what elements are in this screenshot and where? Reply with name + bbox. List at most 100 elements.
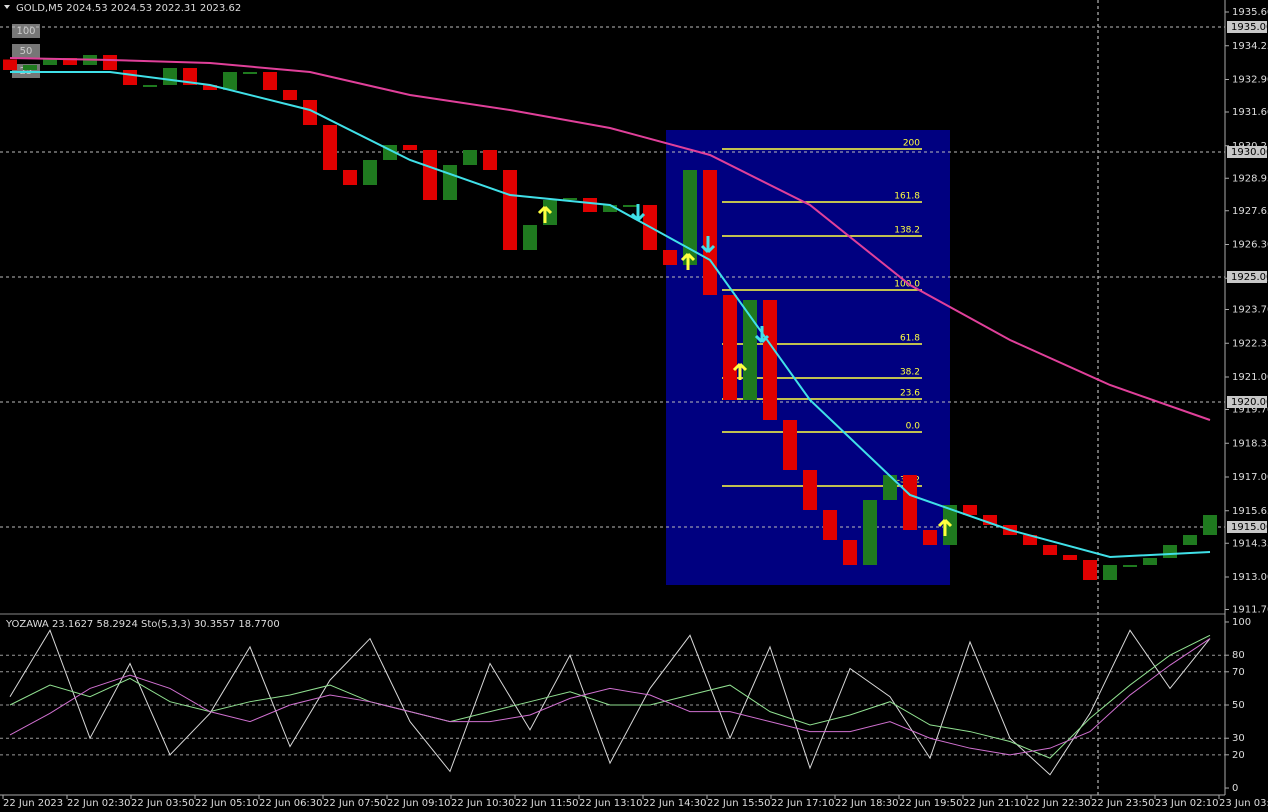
- oscillator-line: [9, 638, 1211, 756]
- fib-label: 138.2: [894, 226, 920, 236]
- level-box: [1227, 396, 1267, 408]
- y-tick-label: 1913.00: [1232, 572, 1268, 583]
- price-bar: [1203, 515, 1217, 535]
- price-bar: [303, 100, 317, 125]
- price-bar: [1183, 535, 1197, 545]
- price-bar: [1043, 545, 1057, 555]
- x-tick-label: 22 Jun 23:50: [1091, 798, 1155, 809]
- buy-arrow: [680, 252, 696, 270]
- y-tick-label: 1918.35: [1232, 438, 1268, 449]
- level-box: [1227, 146, 1267, 158]
- price-bar: [1083, 560, 1097, 580]
- price-bar: [623, 205, 637, 207]
- y-tick-label: 80: [1232, 650, 1245, 661]
- fib-label: 100.0: [894, 280, 920, 290]
- price-bar: [263, 72, 277, 90]
- y-tick-label: 30: [1232, 733, 1245, 744]
- price-bar: [123, 70, 137, 85]
- y-tick-label: 1926.30: [1232, 240, 1268, 251]
- price-bar: [203, 85, 217, 90]
- price-bar: [883, 475, 897, 500]
- price-bar: [503, 170, 517, 250]
- buy-arrow: [937, 518, 953, 536]
- price-bar: [763, 300, 777, 420]
- level-box: [1227, 271, 1267, 283]
- price-bar: [683, 170, 697, 265]
- x-tick-label: 22 Jun 18:30: [835, 798, 899, 809]
- price-bar: [63, 58, 77, 65]
- y-tick-label: 1931.60: [1232, 107, 1268, 118]
- y-tick-label: 1927.65: [1232, 206, 1268, 217]
- x-tick-label: 22 Jun 13:10: [579, 798, 643, 809]
- x-tick-label: 22 Jun 22:30: [1027, 798, 1091, 809]
- level-label: 1915.00: [1231, 522, 1268, 533]
- price-bar: [523, 225, 537, 250]
- price-bar: [463, 150, 477, 165]
- x-tick-label: 22 Jun 14:30: [643, 798, 707, 809]
- price-bar: [963, 505, 977, 515]
- price-bar: [223, 72, 237, 90]
- zoom-button-label[interactable]: 100: [16, 26, 35, 37]
- price-bar: [1063, 555, 1077, 560]
- moving-average: [9, 57, 1211, 421]
- y-tick-label: 1915.65: [1232, 506, 1268, 517]
- y-tick-label: 1935.60: [1232, 7, 1268, 18]
- x-tick-label: 22 Jun 07:50: [323, 798, 387, 809]
- buy-arrow: [537, 205, 553, 223]
- price-bar: [1023, 535, 1037, 545]
- y-tick-label: 1934.25: [1232, 41, 1268, 52]
- x-tick-label: 23 Jun 02:10: [1155, 798, 1219, 809]
- price-bar: [743, 300, 757, 400]
- price-bar: [783, 420, 797, 470]
- y-tick-label: 70: [1232, 667, 1245, 678]
- y-tick-label: 1911.70: [1232, 605, 1268, 616]
- zoom-button-label[interactable]: 50: [20, 46, 33, 57]
- level-label: 1920.00: [1231, 397, 1268, 408]
- menu-triangle[interactable]: [4, 5, 10, 9]
- y-tick-label: 50: [1232, 700, 1245, 711]
- level-label: 1935.00: [1231, 22, 1268, 33]
- level-box: [1227, 521, 1267, 533]
- y-tick-label: 1917.00: [1232, 472, 1268, 483]
- price-bar: [843, 540, 857, 565]
- y-tick-label: 1923.70: [1232, 305, 1268, 316]
- x-tick-label: 22 Jun 02:30: [67, 798, 131, 809]
- price-bar: [603, 205, 617, 212]
- sell-arrow: [700, 236, 716, 254]
- price-bar: [903, 475, 917, 530]
- price-bar: [443, 165, 457, 200]
- price-bar: [803, 470, 817, 510]
- price-bar: [863, 500, 877, 565]
- price-bar: [343, 170, 357, 185]
- price-bar: [483, 150, 497, 170]
- price-bar: [23, 65, 37, 70]
- y-tick-label: 1919.70: [1232, 405, 1268, 416]
- x-tick-label: 22 Jun 2023: [3, 798, 63, 809]
- price-bar: [663, 250, 677, 265]
- price-bar: [423, 150, 437, 200]
- price-bar: [3, 59, 17, 70]
- x-tick-label: 22 Jun 10:30: [451, 798, 515, 809]
- y-tick-label: 1914.35: [1232, 538, 1268, 549]
- price-bar: [1103, 565, 1117, 580]
- zoom-button[interactable]: [12, 44, 40, 58]
- x-tick-label: 22 Jun 06:30: [259, 798, 323, 809]
- price-bar: [363, 160, 377, 185]
- price-bar: [583, 198, 597, 212]
- sell-arrow: [630, 204, 646, 222]
- x-tick-label: 22 Jun 05:10: [195, 798, 259, 809]
- fib-label: 161.8: [894, 192, 920, 202]
- moving-average: [10, 71, 1211, 559]
- price-bar: [103, 55, 117, 70]
- price-bar: [703, 170, 717, 295]
- y-tick-label: 20: [1232, 750, 1245, 761]
- fib-label: 38.2: [900, 368, 920, 378]
- y-tick-label: 1928.95: [1232, 173, 1268, 184]
- level-label: 1925.00: [1231, 272, 1268, 283]
- price-bar: [923, 530, 937, 545]
- oscillator-line: [9, 629, 1211, 776]
- price-bar: [983, 515, 997, 525]
- y-tick-label: 1922.35: [1232, 338, 1268, 349]
- price-bar: [283, 90, 297, 100]
- x-tick-label: 22 Jun 09:10: [387, 798, 451, 809]
